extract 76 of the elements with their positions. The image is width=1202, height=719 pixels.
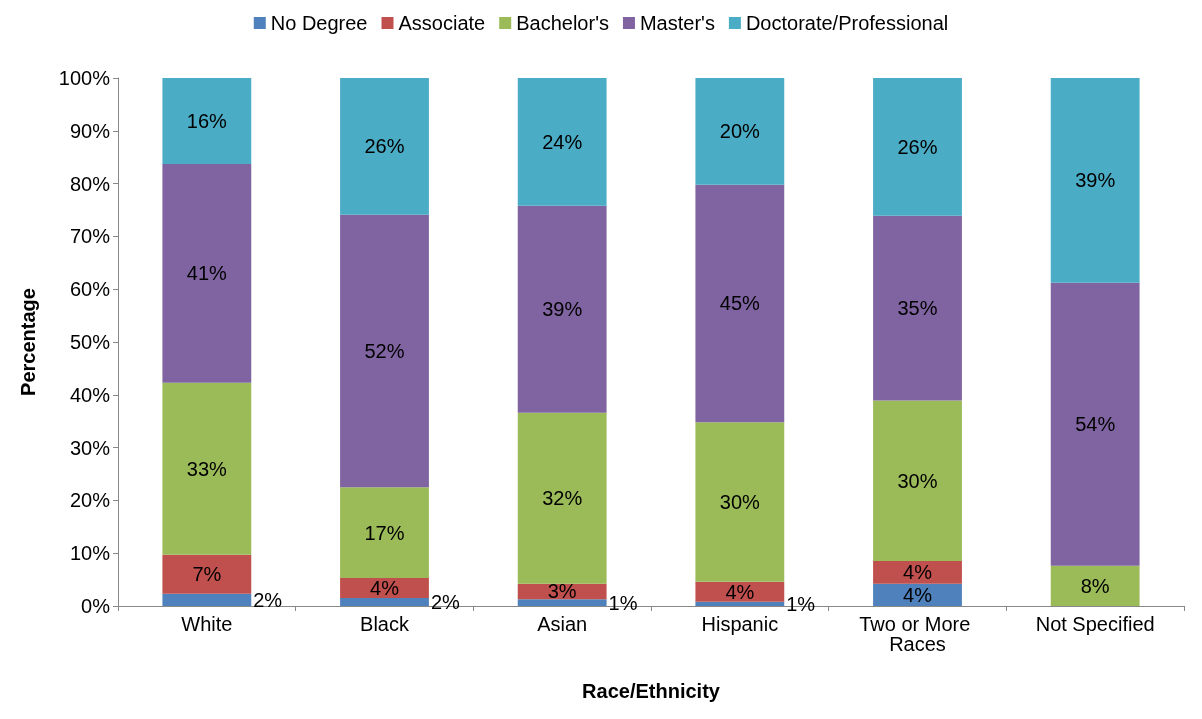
y-tick-label: 10% — [69, 542, 111, 565]
bar — [1050, 282, 1140, 566]
legend-label: Doctorate/Professional — [745, 12, 949, 34]
x-axis-title: Race/Ethnicity — [582, 680, 721, 702]
x-tick-label: White — [181, 613, 233, 635]
y-tick-label: 0% — [81, 595, 111, 617]
bar — [162, 593, 252, 606]
bar — [873, 561, 962, 584]
data-label: 26% — [897, 135, 938, 158]
bar — [695, 184, 785, 423]
bar — [340, 78, 429, 215]
data-label: 17% — [364, 521, 405, 544]
y-tick-label: 100% — [58, 67, 111, 89]
data-label: 4% — [370, 577, 400, 600]
data-label: 32% — [542, 487, 583, 510]
bar — [1050, 565, 1140, 606]
data-label: 8% — [1080, 574, 1110, 597]
data-label: 4% — [725, 580, 755, 603]
y-tick-label: 90% — [69, 119, 111, 142]
bar — [695, 601, 785, 606]
legend-label: No Degree — [270, 12, 368, 34]
data-label: 26% — [364, 135, 405, 158]
bar — [517, 205, 607, 413]
x-tick-label: Not Specified — [1035, 613, 1155, 635]
data-label: 35% — [897, 297, 938, 320]
y-tick-label: 40% — [69, 383, 111, 406]
data-label: 33% — [186, 457, 228, 480]
bar — [695, 78, 785, 185]
data-label: 2% — [253, 588, 283, 611]
y-tick-label: 50% — [69, 331, 111, 353]
legend-label: Bachelor's — [516, 12, 609, 34]
y-tick-label: 60% — [69, 278, 111, 301]
bar — [162, 554, 252, 594]
data-label: 1% — [786, 592, 816, 615]
y-tick-label: 20% — [69, 489, 111, 512]
data-label: 39% — [1075, 169, 1116, 192]
data-label: 4% — [903, 583, 933, 606]
bar — [873, 400, 962, 562]
bar — [517, 599, 607, 606]
legend-label: Master's — [639, 12, 715, 34]
data-label: 16% — [186, 110, 228, 133]
data-label: 41% — [186, 262, 228, 285]
bar — [873, 215, 962, 401]
data-label: 30% — [897, 469, 938, 492]
legend-label: Associate — [398, 12, 486, 34]
bar — [517, 78, 607, 206]
bar — [340, 598, 429, 606]
y-tick-label: 70% — [69, 225, 111, 248]
data-label: 54% — [1075, 413, 1116, 436]
bar — [340, 487, 429, 579]
bar — [340, 214, 429, 488]
bar — [873, 78, 962, 216]
y-tick-label: 30% — [69, 436, 111, 459]
data-label: 52% — [364, 339, 405, 362]
data-label: 7% — [192, 563, 222, 586]
data-label: 1% — [608, 591, 638, 614]
x-tick-label: Asian — [537, 613, 588, 635]
data-label: 2% — [430, 591, 461, 614]
y-tick-label: 80% — [69, 172, 111, 195]
data-label: 4% — [903, 561, 933, 584]
x-tick-label: Hispanic — [701, 613, 779, 635]
bar — [162, 164, 252, 383]
bar — [1050, 78, 1140, 283]
data-label: 45% — [719, 292, 761, 315]
bar — [517, 412, 607, 584]
x-tick-label: Two or More Races — [859, 613, 976, 655]
y-axis-title: Percentage — [17, 288, 39, 396]
bar — [162, 78, 252, 165]
data-label: 30% — [719, 490, 761, 513]
data-label: 39% — [542, 298, 583, 321]
x-tick-label: Black — [360, 613, 410, 635]
data-label: 3% — [547, 580, 577, 603]
bar — [162, 382, 252, 555]
data-label: 20% — [719, 120, 761, 143]
data-label: 24% — [542, 130, 583, 153]
bar — [695, 422, 785, 582]
